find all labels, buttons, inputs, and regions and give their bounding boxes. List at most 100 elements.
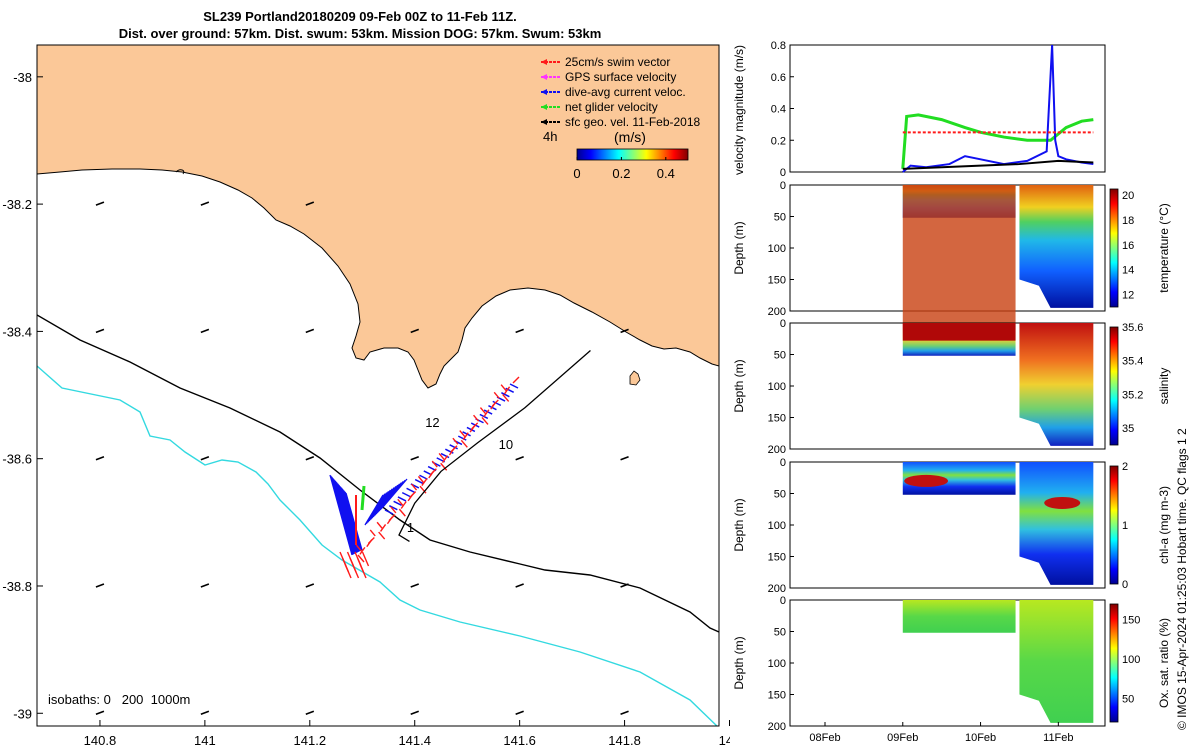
y-tick-label: 50 [774, 212, 786, 224]
swim-vector [500, 384, 507, 392]
y-tick-label: 0.8 [771, 40, 786, 52]
colorbar-tick-label: 0.4 [657, 166, 675, 181]
colorbar-tick-label: 2 [1122, 461, 1128, 473]
colorbar-label: chl-a (mg m-3) [1157, 486, 1171, 564]
depth-ylabel: Depth (m) [732, 498, 746, 551]
glider-track [329, 350, 591, 579]
current-vector [440, 452, 450, 459]
velocity-ylabel: velocity magnitude (m/s) [732, 45, 746, 175]
geo-velocity-arrow [95, 710, 105, 716]
colorbar-tick-label: 50 [1122, 693, 1134, 705]
y-tick-label: 0 [780, 595, 786, 607]
swim-vector [473, 414, 480, 422]
panel-colorbar [1109, 465, 1119, 585]
current-vector [414, 478, 424, 485]
geo-velocity-arrow [620, 583, 629, 588]
day-labels: 12 10 1 [407, 415, 513, 535]
speed-colorbar [576, 148, 689, 161]
swim-vector [378, 531, 386, 540]
island [629, 370, 641, 386]
y-tick-label: -38.4 [2, 324, 32, 339]
geo-velocity-arrow [515, 455, 524, 461]
depth-ylabel: Depth (m) [732, 221, 746, 274]
geo-velocity-arrow [305, 201, 315, 206]
profile-section-shallow [902, 600, 1016, 633]
isobaths-label: isobaths: 0 200 1000m [48, 692, 190, 707]
colorbar-tick-label: 12 [1122, 290, 1134, 302]
x-tick-label: 09Feb [887, 732, 918, 744]
colorbar-tick-label: 14 [1122, 265, 1134, 277]
land-area [37, 45, 719, 389]
y-tick-label: -38.8 [2, 579, 32, 594]
y-tick-label: 200 [768, 721, 786, 733]
y-tick-label: -38 [13, 70, 32, 85]
y-tick-label: 0 [780, 457, 786, 469]
geo-velocity-arrow [410, 710, 420, 716]
chart-title: SL239 Portland20180209 09-Feb 00Z to 11-… [203, 9, 517, 24]
colorbar-tick-label: 150 [1122, 615, 1140, 627]
current-vector [483, 409, 493, 415]
geo-velocity-arrow [305, 455, 315, 461]
sfc-geo-velocity-field [95, 201, 629, 716]
geo-velocity-arrow [620, 455, 629, 461]
y-tick-label: 0 [780, 318, 786, 330]
net-velocity-marker [360, 485, 366, 511]
swim-vector [503, 386, 511, 395]
velocity-series-line [901, 113, 1094, 169]
map-frame [36, 44, 720, 727]
swim-vector [493, 391, 500, 399]
swim-vector [351, 563, 360, 579]
current-vector [466, 426, 476, 433]
swim-vector [397, 498, 404, 506]
swim-vector [502, 394, 510, 402]
speed-colorbar-ticks: 0 0.2 0.4 [573, 157, 675, 181]
chl-maximum [1044, 496, 1081, 509]
geo-velocity-arrow [515, 328, 524, 334]
isobath-200m [37, 314, 719, 633]
geo-velocity-arrow [95, 583, 105, 588]
time-step-label: 4h [543, 129, 557, 144]
colorbar-tick-label: 1 [1122, 520, 1128, 532]
depth-ylabel: Depth (m) [732, 359, 746, 412]
swim-vector [421, 478, 428, 486]
legend-arrowhead [541, 74, 547, 80]
swim-vector [481, 416, 489, 425]
current-vector [406, 487, 415, 493]
geo-velocity-arrow [200, 201, 210, 206]
swim-vector [359, 546, 366, 555]
y-tick-label: 150 [768, 690, 786, 702]
y-tick-label: 0 [780, 180, 786, 192]
colorbar-label: (m/s) [614, 129, 646, 145]
colorbar-label: salinity [1157, 368, 1171, 405]
geo-velocity-arrow [95, 455, 105, 461]
swim-vector [452, 437, 459, 445]
profile-section-deep [1019, 600, 1094, 723]
swim-vector [376, 521, 383, 529]
map-axes: 140.8 141 141.2 141.4 141.6 141.8 142 -38 -38.2 -… [2, 70, 730, 748]
y-tick-label: 50 [774, 627, 786, 639]
current-vector [505, 387, 515, 394]
legend-label: net glider velocity [565, 100, 658, 114]
swim-vector [379, 524, 387, 532]
swim-vector [441, 455, 449, 464]
x-tick-label: 141.8 [608, 733, 641, 748]
current-vector [501, 392, 510, 398]
geo-velocity-arrow [305, 583, 315, 588]
y-tick-label: 150 [768, 552, 786, 564]
geo-velocity-arrow [95, 328, 105, 334]
current-vector [492, 400, 502, 407]
colorbar-tick-label: 35.2 [1122, 389, 1143, 401]
y-tick-label: 150 [768, 275, 786, 287]
geo-velocity-arrow [410, 328, 420, 334]
colorbar-tick-label: 16 [1122, 240, 1134, 252]
swim-vector [462, 432, 469, 441]
legend-label: sfc geo. vel. 11-Feb-2018 [565, 115, 701, 129]
geo-velocity-arrow [200, 710, 210, 716]
swim-vector [469, 424, 476, 433]
y-tick-label: 0.2 [771, 135, 786, 147]
x-tick-label: 10Feb [965, 732, 996, 744]
geo-velocity-arrow [305, 328, 315, 334]
profile-salty-surface [902, 323, 1016, 341]
colorbar-tick-label: 0 [1122, 579, 1128, 591]
y-tick-label: 50 [774, 489, 786, 501]
